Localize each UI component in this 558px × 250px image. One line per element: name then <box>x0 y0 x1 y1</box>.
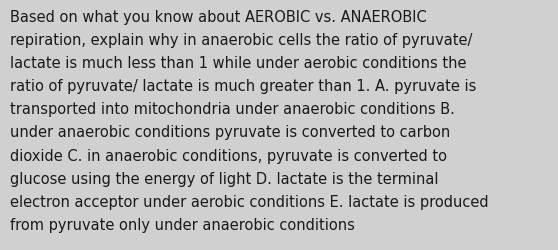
Text: glucose using the energy of light D. lactate is the terminal: glucose using the energy of light D. lac… <box>10 171 439 186</box>
Text: ratio of pyruvate/ lactate is much greater than 1. A. pyruvate is: ratio of pyruvate/ lactate is much great… <box>10 79 477 94</box>
Text: dioxide C. in anaerobic conditions, pyruvate is converted to: dioxide C. in anaerobic conditions, pyru… <box>10 148 447 163</box>
Text: lactate is much less than 1 while under aerobic conditions the: lactate is much less than 1 while under … <box>10 56 466 71</box>
Text: transported into mitochondria under anaerobic conditions B.: transported into mitochondria under anae… <box>10 102 455 117</box>
Text: Based on what you know about AEROBIC vs. ANAEROBIC: Based on what you know about AEROBIC vs.… <box>10 10 427 25</box>
Text: under anaerobic conditions pyruvate is converted to carbon: under anaerobic conditions pyruvate is c… <box>10 125 450 140</box>
Text: electron acceptor under aerobic conditions E. lactate is produced: electron acceptor under aerobic conditio… <box>10 194 489 209</box>
Text: repiration, explain why in anaerobic cells the ratio of pyruvate/: repiration, explain why in anaerobic cel… <box>10 33 473 48</box>
Text: from pyruvate only under anaerobic conditions: from pyruvate only under anaerobic condi… <box>10 217 355 232</box>
